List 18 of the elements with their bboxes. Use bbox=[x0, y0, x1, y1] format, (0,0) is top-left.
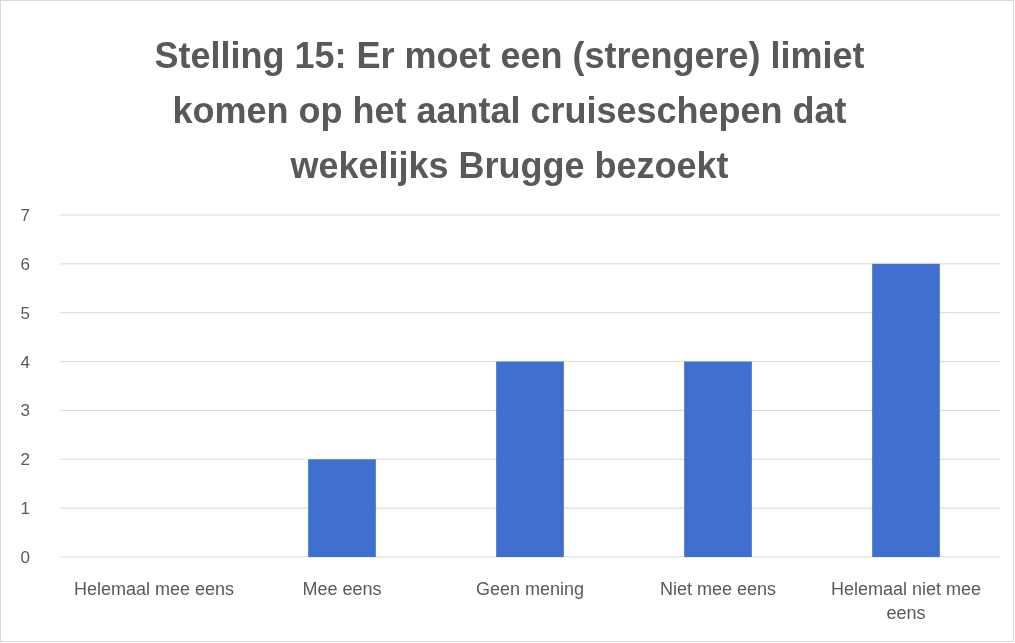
y-tick-label: 4 bbox=[20, 352, 30, 372]
x-tick-label: Niet mee eens bbox=[659, 579, 777, 599]
y-tick-label: 5 bbox=[20, 303, 30, 323]
y-tick-label: 0 bbox=[20, 547, 30, 567]
bar bbox=[496, 361, 564, 557]
y-tick-label: 3 bbox=[20, 401, 30, 421]
y-tick-label: 6 bbox=[20, 254, 30, 274]
bar bbox=[872, 263, 940, 557]
x-tick-label: Geen mening bbox=[475, 579, 585, 599]
x-tick-label: Helemaal niet mee eens bbox=[830, 579, 982, 623]
chart-title: Stelling 15: Er moet een (strengere) limiet komen op het aantal cruiseschepen dat wekelijks Brugge bezoekt bbox=[154, 35, 865, 186]
bar bbox=[308, 459, 376, 557]
y-tick-label: 2 bbox=[20, 450, 30, 470]
y-tick-label: 7 bbox=[20, 205, 30, 225]
x-tick-label: Helemaal mee eens bbox=[73, 579, 235, 599]
bar bbox=[684, 361, 752, 557]
x-tick-label: Mee eens bbox=[302, 579, 382, 599]
y-tick-label: 1 bbox=[20, 499, 30, 519]
